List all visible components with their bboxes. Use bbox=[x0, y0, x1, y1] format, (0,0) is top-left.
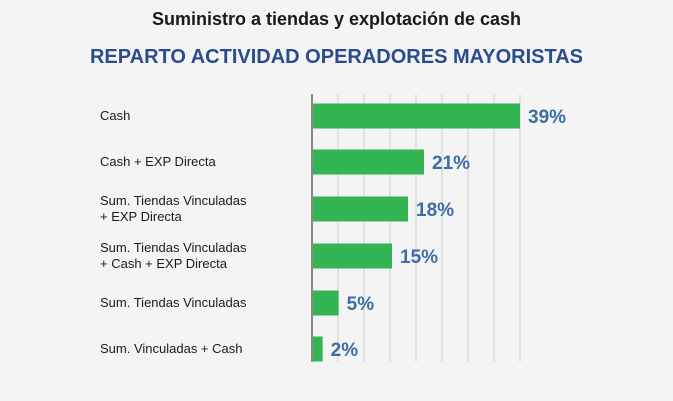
category-label: Cash bbox=[100, 108, 130, 123]
category-label-line: + EXP Directa bbox=[100, 209, 183, 224]
category-label-line: Cash + EXP Directa bbox=[100, 154, 217, 169]
category-label: Sum. Tiendas Vinculadas + EXP Directa bbox=[100, 193, 247, 224]
category-label: Sum. Tiendas Vinculadas bbox=[100, 295, 247, 310]
bars bbox=[312, 103, 520, 362]
bar bbox=[312, 196, 408, 222]
bar bbox=[312, 336, 323, 362]
value-label: 15% bbox=[400, 247, 438, 268]
category-label-line: Sum. Vinculadas + Cash bbox=[100, 341, 242, 356]
bar bbox=[312, 243, 392, 269]
category-label: Sum. Vinculadas + Cash bbox=[100, 341, 242, 356]
bar bbox=[312, 290, 339, 316]
category-label: Cash + EXP Directa bbox=[100, 154, 217, 169]
chart-subtitle: REPARTO ACTIVIDAD OPERADORES MAYORISTAS bbox=[89, 46, 584, 68]
category-label-line: Cash bbox=[100, 108, 130, 123]
category-label-line: + Cash + EXP Directa bbox=[100, 256, 228, 271]
value-label: 18% bbox=[416, 200, 454, 221]
value-label: 5% bbox=[347, 294, 375, 315]
bar bbox=[312, 149, 424, 175]
category-label-line: Sum. Tiendas Vinculadas bbox=[100, 295, 247, 310]
grid-lines bbox=[337, 94, 521, 362]
value-label: 39% bbox=[528, 107, 566, 128]
category-label: Sum. Tiendas Vinculadas + Cash + EXP Dire… bbox=[100, 240, 247, 271]
value-label: 21% bbox=[432, 153, 470, 174]
category-labels: Cash Cash + EXP Directa Sum. Tiendas Vincu… bbox=[100, 108, 247, 356]
category-label-line: Sum. Tiendas Vinculadas bbox=[100, 193, 247, 208]
chart-title: Suministro a tiendas y explotación de ca… bbox=[151, 9, 522, 29]
category-label-line: Sum. Tiendas Vinculadas bbox=[100, 240, 247, 255]
value-label: 2% bbox=[331, 340, 359, 361]
bar bbox=[312, 103, 520, 129]
value-labels: 39% 21% 18% 15% 5% 2% bbox=[331, 107, 566, 361]
